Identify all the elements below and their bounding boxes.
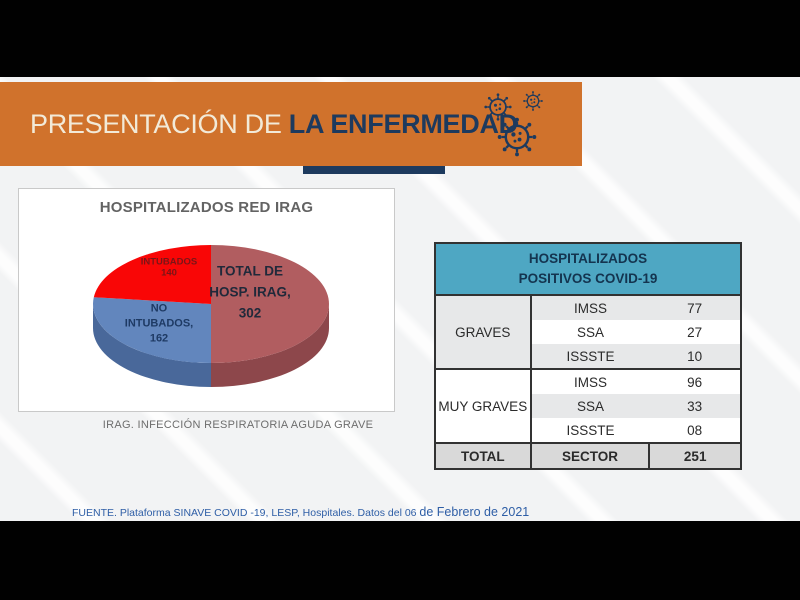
value-cell: 08 — [687, 422, 703, 438]
institution-cell: IMSS — [530, 368, 650, 394]
covid-table: HOSPITALIZADOS POSITIVOS COVID-19 GRAVES… — [434, 242, 742, 470]
page-title: PRESENTACIÓN DE LA ENFERMEDAD — [30, 109, 518, 140]
page-title-bold: LA ENFERMEDAD — [288, 108, 518, 139]
pie-side-blue — [93, 304, 211, 387]
table-total-row: TOTAL SECTOR 251 — [435, 442, 741, 469]
pie-side-maroon — [211, 304, 329, 387]
institution-cell: IMSS — [530, 295, 650, 320]
coronavirus-icon — [483, 90, 544, 158]
covid-table-container: HOSPITALIZADOS POSITIVOS COVID-19 GRAVES… — [434, 242, 742, 470]
total-label-cell: TOTAL — [435, 442, 531, 469]
pie-label-no-intubados: NO INTUBADOS, 162 — [124, 302, 194, 345]
letterbox-top — [0, 0, 800, 77]
source-text: FUENTE. Plataforma SINAVE COVID -19, LES… — [72, 507, 420, 519]
table-row: SSA 27 — [435, 320, 741, 344]
group-label-muy-graves: MUY GRAVES — [435, 368, 532, 443]
table-row: GRAVES IMSS 77 — [435, 295, 741, 369]
pie-label-total-hosp: TOTAL DE HOSP. IRAG, 302 — [209, 263, 291, 321]
table-title-line2: POSITIVOS COVID-19 — [518, 271, 658, 286]
banner-underline-divider — [303, 166, 445, 174]
pie-chart-title: HOSPITALIZADOS RED IRAG — [99, 199, 314, 216]
table-row: MUY GRAVES IMSS 96 — [435, 368, 741, 443]
table-row: ISSSTE 08 — [435, 418, 741, 443]
pie-label-intubados: INTUBADOS 140 — [140, 256, 198, 279]
pie-chart-caption: IRAG. INFECCIÓN RESPIRATORIA AGUDA GRAVE — [102, 419, 374, 431]
value-cell: 10 — [649, 344, 741, 369]
source-date: de Febrero de 2021 — [419, 505, 530, 519]
pie-chart — [93, 245, 329, 387]
value-cell: 33 — [649, 394, 741, 418]
total-value-cell: 251 — [649, 442, 741, 469]
total-sector-cell: SECTOR — [529, 442, 651, 469]
institution-cell: SSA — [577, 324, 605, 340]
pie-slice-intubados — [93, 245, 211, 304]
value-cell: 96 — [649, 368, 741, 394]
page-title-regular: PRESENTACIÓN DE — [30, 108, 289, 139]
header-banner: PRESENTACIÓN DE LA ENFERMEDAD — [0, 82, 582, 166]
group-label-graves: GRAVES — [435, 295, 532, 369]
institution-cell: ISSSTE — [566, 422, 615, 438]
value-cell: 77 — [649, 295, 741, 320]
pie-chart-panel: HOSPITALIZADOS RED IRAG INTUBADOS 140 TO… — [18, 188, 395, 412]
table-row: ISSSTE 10 — [435, 344, 741, 369]
table-title-line1: HOSPITALIZADOS — [528, 251, 648, 267]
source-footnote: FUENTE. Plataforma SINAVE COVID -19, LES… — [72, 503, 529, 521]
value-cell: 27 — [687, 324, 703, 340]
table-header-cell: HOSPITALIZADOS POSITIVOS COVID-19 — [435, 243, 741, 296]
table-header-row: HOSPITALIZADOS POSITIVOS COVID-19 — [435, 243, 741, 296]
letterbox-bottom — [0, 521, 800, 600]
pie-slice-total-hosp — [211, 245, 329, 363]
pie-slice-no-intubados — [93, 297, 211, 363]
institution-cell: SSA — [530, 394, 650, 418]
institution-cell: ISSSTE — [530, 344, 650, 369]
table-row: SSA 33 — [435, 394, 741, 418]
